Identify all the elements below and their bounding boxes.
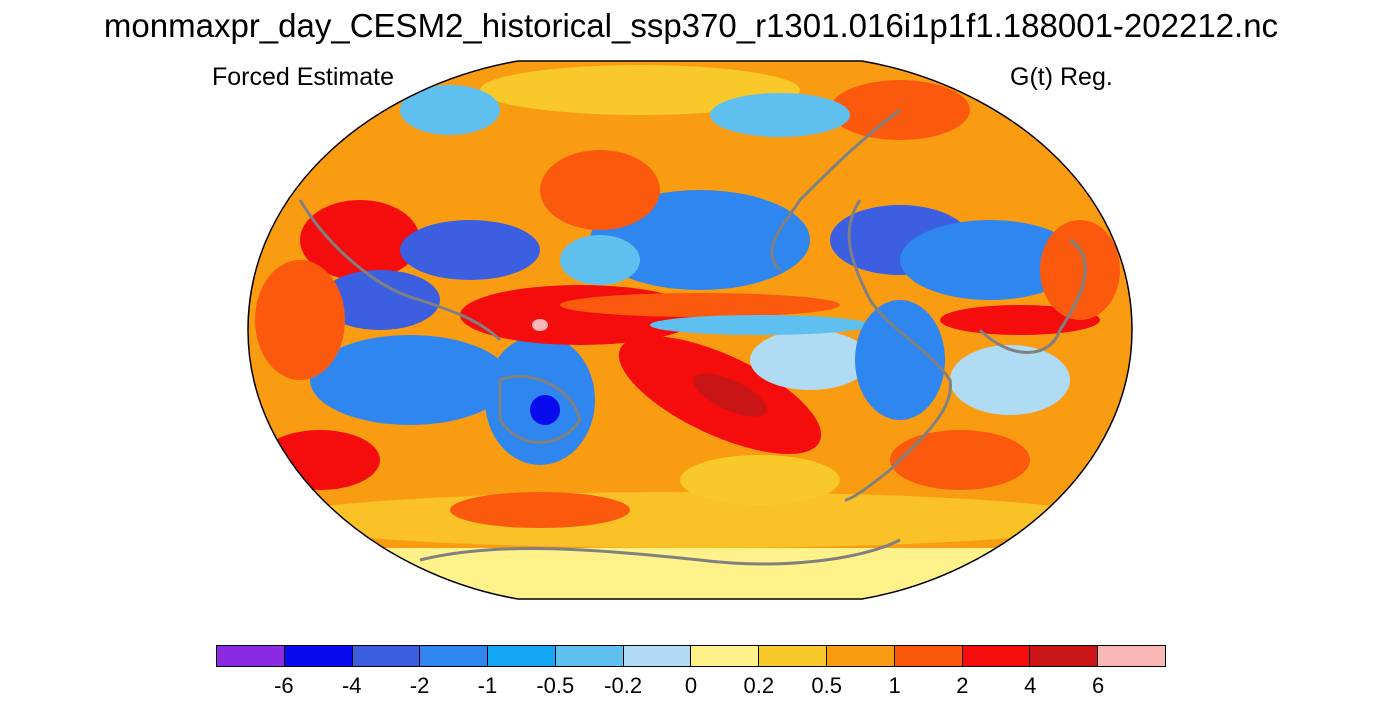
- colorbar-swatch: [352, 646, 421, 666]
- right-subtitle: G(t) Reg.: [1010, 63, 1113, 91]
- field-patch: [530, 395, 560, 425]
- field-patch: [310, 335, 510, 425]
- colorbar-tick-label: 2: [956, 673, 969, 698]
- field-patch: [710, 93, 850, 137]
- colorbar-swatch: [623, 646, 692, 666]
- figure-title: monmaxpr_day_CESM2_historical_ssp370_r13…: [103, 7, 1279, 44]
- field-patch: [1040, 220, 1120, 320]
- field-patch: [560, 235, 640, 285]
- field-arctic-patch: [480, 65, 800, 115]
- field-patch: [950, 345, 1070, 415]
- coastline-north-america: [770, 108, 901, 272]
- colorbar-tick-label: -4: [341, 673, 362, 698]
- coastline-australia: [498, 374, 582, 444]
- coastlines: [298, 108, 1087, 566]
- globe-outline: [247, 60, 1133, 600]
- colorbar-swatch: [827, 646, 895, 666]
- coastline-antarctica: [419, 538, 901, 566]
- colorbar-swatch: [962, 646, 1031, 666]
- field-patch: [400, 85, 500, 135]
- field-patch: [890, 430, 1030, 490]
- colorbar-swatch: [759, 646, 828, 666]
- left-subtitle: Forced Estimate: [212, 63, 395, 91]
- colorbar-swatch: [691, 646, 760, 666]
- colorbar-swatch: [1030, 646, 1099, 666]
- field-southern-ocean-band: [270, 492, 1110, 548]
- colorbar-tick-label: 0.5: [811, 673, 842, 698]
- colorbar-tick-label: -2: [409, 673, 430, 698]
- colorbar-tick-label: -6: [274, 673, 294, 698]
- coastline-americas: [844, 199, 952, 502]
- field-patch: [855, 300, 945, 420]
- field-patch: [560, 293, 840, 317]
- colorbar-tick-label: 6: [1092, 673, 1105, 698]
- colorbar-swatch: [1098, 646, 1165, 666]
- colorbar-swatch: [488, 646, 556, 666]
- colorbar-swatch: [284, 646, 353, 666]
- field-patch: [300, 200, 420, 280]
- field-patch: [650, 315, 870, 335]
- field-patch: [680, 455, 840, 505]
- field-patch: [400, 220, 540, 280]
- colorbar-swatch: [217, 646, 285, 666]
- colorbar: [216, 645, 1166, 667]
- colorbar-tick-label: -0.2: [604, 673, 643, 698]
- field-patch: [450, 492, 630, 528]
- colorbar-swatch: [420, 646, 489, 666]
- coastline-africa: [978, 238, 1087, 354]
- field-patch: [900, 220, 1080, 300]
- field-patch: [750, 330, 870, 390]
- colorbar-tick-label: 4: [1024, 673, 1037, 698]
- field-patch: [260, 430, 380, 490]
- field-layer: [248, 61, 1132, 599]
- colorbar-tick-label: 0: [684, 673, 698, 698]
- field-patch: [693, 373, 767, 417]
- colorbar-tick-label: 0.2: [743, 673, 775, 698]
- colorbar-tick-label: 1: [888, 673, 901, 698]
- colorbar-swatch: [894, 646, 963, 666]
- coastline-asia: [298, 199, 502, 342]
- field-patch: [320, 270, 440, 330]
- colorbar-tick-label: -0.5: [536, 673, 575, 698]
- colorbar-swatch: [555, 646, 624, 666]
- colorbar-tick-label: -1: [477, 673, 498, 698]
- field-patch: [540, 150, 660, 230]
- field-patch: [255, 260, 345, 380]
- field-patch: [532, 319, 548, 331]
